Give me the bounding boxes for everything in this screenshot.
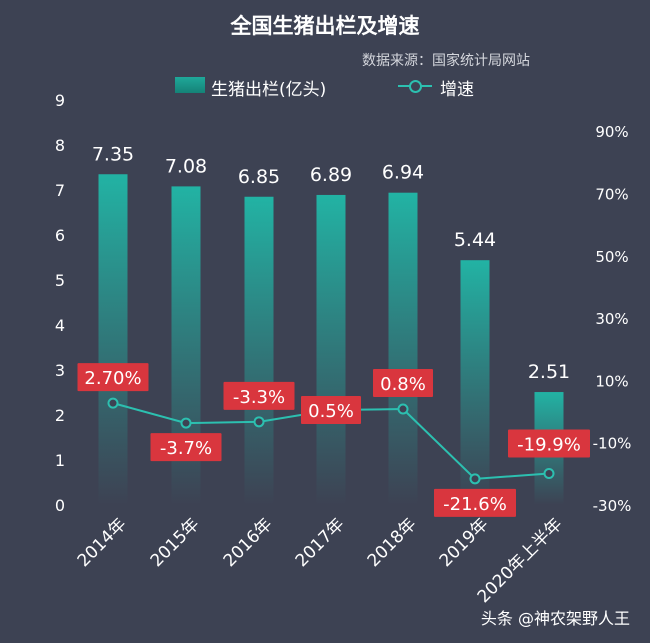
y-left-tick-label: 3 [55,361,65,380]
y-axis-right: -30% -10% 10% 30% 50% 70% 90% [593,123,632,515]
growth-label-box [508,429,590,458]
bar-value-label: 6.94 [382,162,424,184]
growth-point [543,468,555,480]
growth-point [253,416,265,428]
bar-value-label: 6.89 [310,164,352,186]
y-right-tick-label: 90% [595,123,628,141]
bar [316,194,346,505]
y-left-tick-label: 6 [55,226,65,245]
y-right-tick-label: 30% [595,310,628,328]
legend-line-marker [409,80,422,93]
growth-point [397,403,409,415]
growth-value-label: -21.6% [443,494,507,515]
growth-value-label: -3.7% [160,438,212,459]
growth-label-box [434,488,516,517]
watermark: 头条 @神农架野人王 [480,609,630,628]
y-right-tick-label: 10% [595,372,628,390]
chart-title: 全国生猪出栏及增速 [230,14,420,38]
growth-value-label: -3.3% [233,387,285,408]
growth-label-box [301,395,361,424]
bar [388,192,418,505]
y-left-tick-label: 8 [55,136,65,155]
growth-point [469,473,481,485]
y-left-tick-label: 9 [55,91,65,110]
y-left-tick-label: 1 [55,451,65,470]
bar-value-labels: 7.35 7.08 6.85 6.89 6.94 5.44 2.51 [92,143,570,383]
growth-point [107,397,119,409]
growth-value-label: 2.70% [84,368,141,389]
legend-bar-swatch [175,77,205,93]
x-tick-label: 2016年 [220,514,277,571]
bar-value-label: 7.35 [92,143,134,165]
chart-subtitle: 数据来源：国家统计局网站 [362,53,530,69]
bar-series [98,174,564,505]
x-tick-label: 2019年 [436,514,493,571]
growth-label-box [150,433,222,462]
y-right-tick-label: -30% [593,497,632,515]
bar-value-label: 6.85 [238,166,280,188]
bar-value-label: 7.08 [165,155,207,177]
bar [460,260,490,505]
growth-value-label: 0.5% [308,401,354,422]
y-left-tick-label: 2 [55,406,65,425]
legend-line-label: 增速 [440,80,474,100]
y-right-tick-label: 50% [595,248,628,266]
y-right-tick-label: -10% [593,435,632,453]
bar [98,174,128,505]
growth-label-box [77,363,149,392]
growth-value-label: -19.9% [517,435,581,456]
bar-value-label: 5.44 [454,229,496,251]
x-tick-label: 2014年 [74,514,131,571]
y-axis-left: 0 1 2 3 4 5 6 7 8 9 [55,91,65,515]
y-left-tick-label: 4 [55,316,65,335]
bar [244,196,274,505]
bar-value-label: 2.51 [528,361,570,383]
growth-value-labels: 2.70% -3.7% -3.3% 0.5% 0.8% -21.6% -19.9% [77,363,590,517]
y-left-tick-label: 0 [55,496,65,515]
growth-point [180,417,192,429]
legend-bar-label: 生猪出栏(亿头) [211,80,327,100]
y-right-tick-label: 70% [595,185,628,203]
growth-value-label: 0.8% [380,374,426,395]
growth-label-box [373,369,433,398]
y-left-tick-label: 5 [55,271,65,290]
y-left-tick-label: 7 [55,181,65,200]
x-tick-label: 2018年 [364,514,421,571]
x-tick-label: 2017年 [292,514,349,571]
x-tick-label: 2015年 [147,514,204,571]
growth-label-box [223,381,295,410]
